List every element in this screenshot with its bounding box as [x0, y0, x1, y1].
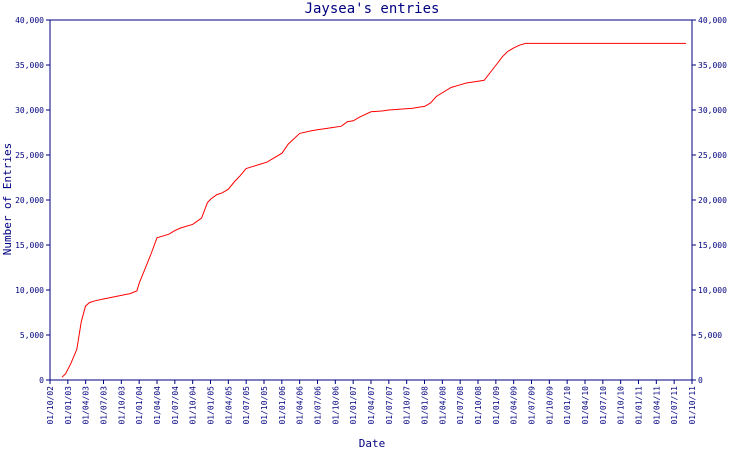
x-tick-label: 01/07/11: [670, 386, 679, 425]
chart-title: Jaysea's entries: [305, 1, 440, 17]
x-tick-label: 01/07/07: [385, 386, 394, 425]
left-y-axis-ticks: 0 5,000 10,000 15,000 20,000 25,000 30,000 35,0…: [15, 16, 50, 385]
y-tick-label-right: 20,000: [698, 196, 727, 205]
x-tick-label: 01/01/09: [492, 386, 501, 425]
y-tick-label-left: 0: [39, 376, 44, 385]
x-tick-label: 01/07/04: [171, 386, 180, 425]
x-tick-label: 01/10/03: [117, 386, 126, 425]
series-line: [61, 42, 687, 378]
y-tick-label-left: 10,000: [15, 286, 44, 295]
y-tick-label-left: 5,000: [20, 331, 44, 340]
x-tick-label: 01/10/10: [617, 386, 626, 425]
y-tick-label-left: 40,000: [15, 16, 44, 25]
x-tick-label: 01/01/03: [64, 386, 73, 425]
y-tick-label-left: 20,000: [15, 196, 44, 205]
y-tick-label-right: 25,000: [698, 151, 727, 160]
x-tick-label: 01/04/04: [153, 386, 162, 425]
y-axis-label: Number of Entries: [1, 143, 14, 256]
x-tick-label: 01/01/11: [635, 386, 644, 425]
y-tick-label-right: 10,000: [698, 286, 727, 295]
right-y-axis-ticks: 0 5,000 10,000 15,000 20,000 25,000 30,000 35,0…: [692, 16, 727, 385]
x-tick-label: 01/07/05: [242, 386, 251, 425]
x-tick-label: 01/04/11: [652, 386, 661, 425]
x-tick-label: 01/01/05: [207, 386, 216, 425]
x-tick-label: 01/04/09: [510, 386, 519, 425]
x-tick-label: 01/04/03: [82, 386, 91, 425]
x-tick-label: 01/10/06: [331, 386, 340, 425]
x-tick-label: 01/10/05: [260, 386, 269, 425]
x-tick-label: 01/04/08: [438, 386, 447, 425]
x-tick-label: 01/04/07: [367, 386, 376, 425]
x-tick-label: 01/01/06: [278, 386, 287, 425]
x-tick-label: 01/10/11: [688, 386, 697, 425]
y-tick-label-right: 40,000: [698, 16, 727, 25]
y-tick-label-right: 5,000: [698, 331, 722, 340]
y-tick-label-right: 0: [698, 376, 703, 385]
x-tick-label: 01/07/06: [314, 386, 323, 425]
x-tick-label: 01/10/09: [545, 386, 554, 425]
x-tick-label: 01/07/10: [599, 386, 608, 425]
y-tick-label-right: 15,000: [698, 241, 727, 250]
y-tick-label-left: 35,000: [15, 61, 44, 70]
x-tick-label: 01/10/02: [46, 386, 55, 425]
x-tick-label: 01/10/04: [189, 386, 198, 425]
y-tick-label-left: 15,000: [15, 241, 44, 250]
axes: [49, 19, 693, 381]
x-tick-label: 01/04/06: [296, 386, 305, 425]
series-layer: [61, 42, 687, 378]
y-tick-label-left: 25,000: [15, 151, 44, 160]
x-tick-label: 01/10/08: [474, 386, 483, 425]
x-tick-label: 01/01/04: [135, 386, 144, 425]
x-tick-label: 01/10/07: [403, 386, 412, 425]
y-tick-label-left: 30,000: [15, 106, 44, 115]
x-tick-label: 01/07/03: [100, 386, 109, 425]
x-tick-label: 01/01/07: [349, 386, 358, 425]
x-tick-label: 01/01/10: [563, 386, 572, 425]
y-tick-label-right: 30,000: [698, 106, 727, 115]
x-axis-label: Date: [359, 437, 386, 450]
x-tick-label: 01/04/10: [581, 386, 590, 425]
y-tick-label-right: 35,000: [698, 61, 727, 70]
x-axis-ticks: 01/10/02 01/01/03 01/04/03 01/07/03 01/10/03…: [46, 380, 697, 425]
x-tick-label: 01/07/09: [528, 386, 537, 425]
x-tick-label: 01/07/08: [456, 386, 465, 425]
x-tick-label: 01/04/05: [224, 386, 233, 425]
x-tick-label: 01/01/08: [421, 386, 430, 425]
